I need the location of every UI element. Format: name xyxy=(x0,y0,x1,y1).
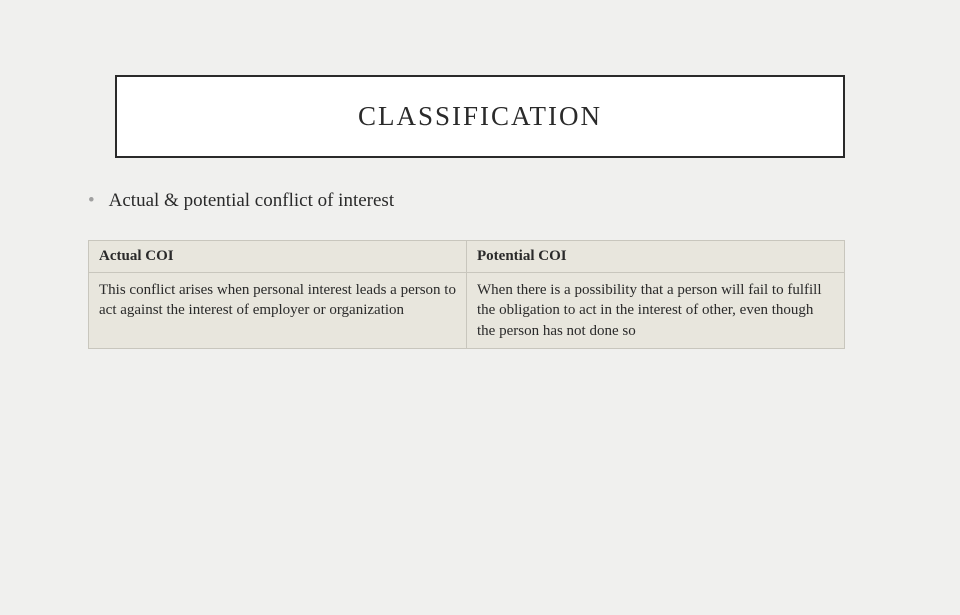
bullet-text: Actual & potential conflict of interest xyxy=(109,190,394,212)
bullet-marker-icon: • xyxy=(88,191,95,210)
title-box: CLASSIFICATION xyxy=(115,75,845,158)
bullet-row: • Actual & potential conflict of interes… xyxy=(88,190,845,212)
coi-table: Actual COI Potential COI This conflict a… xyxy=(88,240,845,349)
table-row: This conflict arises when personal inter… xyxy=(89,273,845,349)
bullet-section: • Actual & potential conflict of interes… xyxy=(88,190,845,212)
table-header-col2: Potential COI xyxy=(467,241,845,273)
slide-title: CLASSIFICATION xyxy=(117,101,843,132)
table-wrap: Actual COI Potential COI This conflict a… xyxy=(88,240,845,349)
table-cell-col2: When there is a possibility that a perso… xyxy=(467,273,845,349)
table-cell-col1: This conflict arises when personal inter… xyxy=(89,273,467,349)
table-header-col1: Actual COI xyxy=(89,241,467,273)
table-header-row: Actual COI Potential COI xyxy=(89,241,845,273)
